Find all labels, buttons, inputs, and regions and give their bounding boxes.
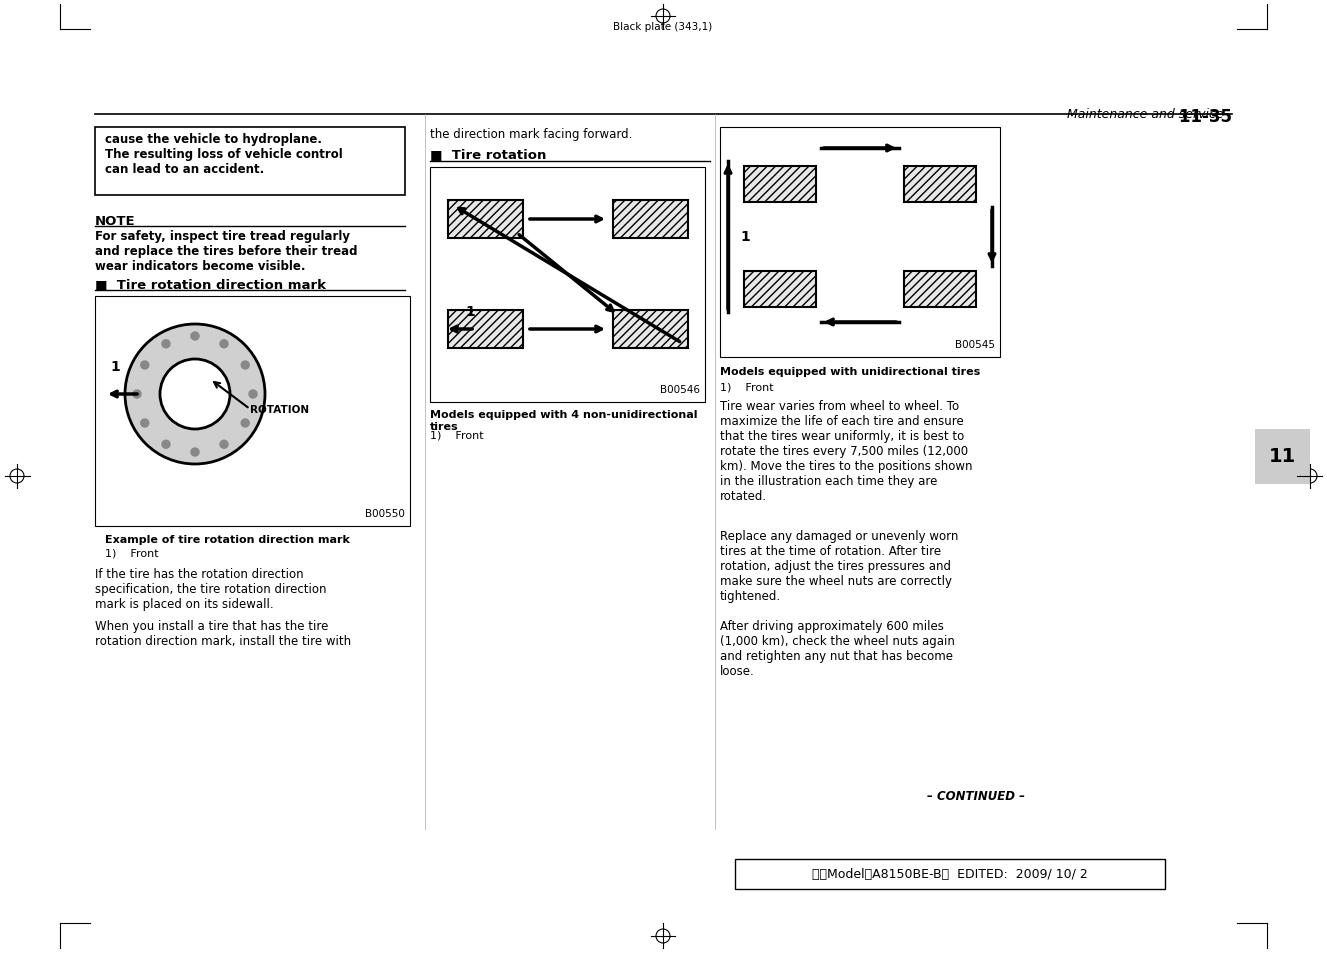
Bar	[613, 311, 687, 349]
Circle shape	[242, 419, 249, 428]
Text: For safety, inspect tire tread regularly
and replace the tires before their trea: For safety, inspect tire tread regularly…	[96, 230, 357, 273]
Circle shape	[249, 391, 257, 398]
Text: Models equipped with unidirectional tires: Models equipped with unidirectional tire…	[721, 367, 981, 376]
Bar	[721, 128, 1001, 357]
Text: B00546: B00546	[660, 385, 701, 395]
Text: Tire wear varies from wheel to wheel. To
maximize the life of each tire and ensu: Tire wear varies from wheel to wheel. To…	[721, 399, 973, 502]
Ellipse shape	[161, 359, 230, 430]
Text: Black plate (343,1): Black plate (343,1)	[613, 22, 713, 32]
Text: 北米Model｢A8150BE-B｣  EDITED:  2009/ 10/ 2: 北米Model｢A8150BE-B｣ EDITED: 2009/ 10/ 2	[812, 867, 1088, 881]
Text: 1)    Front: 1) Front	[105, 547, 159, 558]
Bar	[430, 168, 705, 402]
Circle shape	[191, 449, 199, 456]
Text: ROTATION: ROTATION	[249, 405, 309, 415]
Bar	[96, 128, 405, 195]
Text: Maintenance and service: Maintenance and service	[1067, 108, 1231, 121]
Bar	[613, 201, 687, 239]
Circle shape	[141, 419, 149, 428]
Text: – CONTINUED –: – CONTINUED –	[928, 789, 1024, 802]
Circle shape	[133, 391, 141, 398]
Text: 11-35: 11-35	[949, 108, 1231, 126]
Text: 1: 1	[110, 359, 119, 374]
Text: After driving approximately 600 miles
(1,000 km), check the wheel nuts again
and: After driving approximately 600 miles (1…	[721, 619, 955, 678]
Text: cause the vehicle to hydroplane.
The resulting loss of vehicle control
can lead : cause the vehicle to hydroplane. The res…	[105, 132, 342, 175]
Circle shape	[191, 333, 199, 340]
Text: 1)    Front: 1) Front	[430, 430, 483, 439]
Bar	[904, 167, 975, 203]
Circle shape	[242, 361, 249, 370]
Text: Example of tire rotation direction mark: Example of tire rotation direction mark	[105, 535, 350, 544]
Bar	[904, 272, 975, 308]
Text: ■  Tire rotation direction mark: ■ Tire rotation direction mark	[96, 277, 326, 291]
Bar	[447, 311, 523, 349]
Bar	[96, 296, 410, 526]
Bar	[735, 859, 1165, 889]
Text: B00545: B00545	[955, 339, 995, 350]
Circle shape	[162, 340, 170, 349]
Text: Replace any damaged or unevenly worn
tires at the time of rotation. After tire
r: Replace any damaged or unevenly worn tir…	[721, 530, 958, 602]
Text: NOTE: NOTE	[96, 214, 135, 228]
Text: ■  Tire rotation: ■ Tire rotation	[430, 148, 547, 161]
Text: 1: 1	[740, 230, 750, 244]
Text: 1)    Front: 1) Front	[721, 382, 774, 393]
Ellipse shape	[125, 325, 265, 464]
Bar	[447, 201, 523, 239]
Text: the direction mark facing forward.: the direction mark facing forward.	[430, 128, 633, 141]
Circle shape	[141, 361, 149, 370]
Text: Models equipped with 4 non-unidirectional
tires: Models equipped with 4 non-unidirectiona…	[430, 410, 698, 431]
Circle shape	[220, 340, 228, 349]
Text: 11: 11	[1269, 447, 1295, 466]
Text: If the tire has the rotation direction
specification, the tire rotation directio: If the tire has the rotation direction s…	[96, 567, 326, 610]
Bar	[744, 167, 816, 203]
Text: 1: 1	[464, 305, 475, 318]
Bar	[744, 272, 816, 308]
Circle shape	[162, 441, 170, 449]
Text: When you install a tire that has the tire
rotation direction mark, install the t: When you install a tire that has the tir…	[96, 619, 352, 647]
Bar	[1255, 430, 1310, 484]
Circle shape	[220, 441, 228, 449]
Text: B00550: B00550	[365, 509, 405, 518]
